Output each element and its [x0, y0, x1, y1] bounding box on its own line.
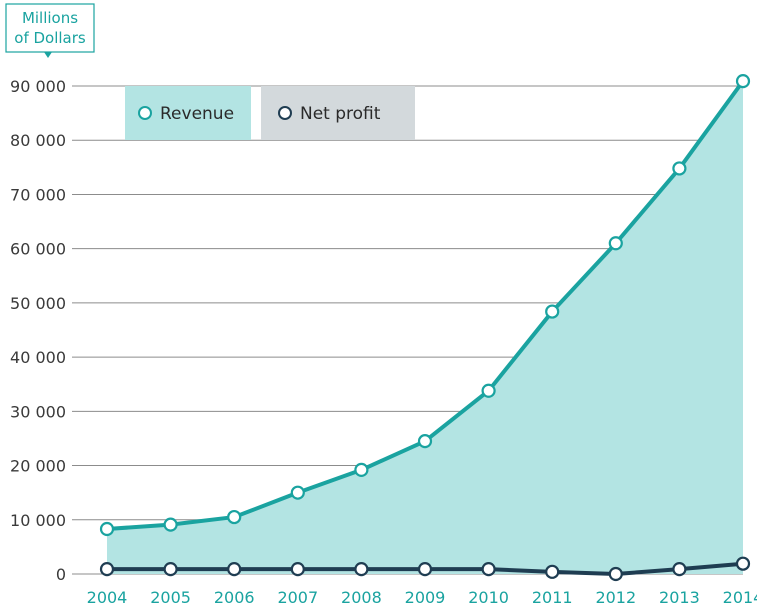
revenue-area-fill [107, 81, 743, 575]
net-profit-point [354, 562, 369, 577]
x-tick-label: 2010 [468, 588, 509, 605]
net-profit-point [672, 562, 687, 577]
legend-net-profit-label: Net profit [300, 104, 381, 124]
y-tick-label: 70 000 [10, 185, 66, 204]
unit-label-line-1: Millions [22, 9, 78, 27]
y-tick-label: 80 000 [10, 131, 66, 150]
net-profit-point [481, 562, 496, 577]
net-profit-point [99, 562, 115, 577]
revenue-point [227, 509, 242, 525]
revenue-point [481, 383, 496, 398]
revenue-point [672, 161, 687, 176]
y-tick-label: 30 000 [10, 402, 66, 421]
x-tick-label: 2009 [405, 588, 446, 605]
y-tick-label: 40 000 [10, 348, 66, 367]
legend-item-revenue: Revenue [125, 86, 251, 140]
unit-callout: Millions of Dollars [5, 3, 95, 58]
net-profit-point [545, 564, 560, 579]
revenue-point [545, 304, 560, 319]
revenue-point [163, 517, 178, 532]
y-tick-label: 0 [56, 565, 66, 584]
x-tick-label: 2011 [532, 588, 573, 605]
x-tick-label: 2012 [595, 588, 636, 605]
net-profit-point [735, 556, 751, 571]
net-profit-point [417, 562, 433, 577]
x-tick-label: 2005 [150, 588, 191, 605]
y-tick-label: 60 000 [10, 240, 66, 259]
revenue-point [354, 462, 369, 477]
revenue-point [290, 485, 305, 500]
legend-item-net-profit: Net profit [261, 86, 415, 140]
x-tick-label: 2006 [214, 588, 255, 605]
series-points [99, 74, 751, 582]
legend: Revenue Net profit [125, 86, 415, 140]
net-profit-point [227, 562, 242, 577]
x-tick-labels: 2004 2005 2006 2007 2008 2009 2010 2011 2012 2013… [87, 588, 757, 605]
net-profit-point [290, 562, 305, 577]
y-tick-label: 10 000 [10, 511, 66, 530]
revenue-point [608, 236, 623, 251]
legend-net-profit-marker [278, 106, 292, 120]
legend-revenue-marker [138, 106, 152, 120]
x-tick-label: 2007 [277, 588, 318, 605]
y-tick-label: 20 000 [10, 457, 66, 476]
y-tick-label: 50 000 [10, 294, 66, 313]
legend-revenue-label: Revenue [160, 104, 234, 124]
x-tick-label: 2004 [87, 588, 128, 605]
revenue-point [735, 74, 751, 89]
x-tick-label: 2008 [341, 588, 382, 605]
y-tick-labels: 0 10 000 20 000 30 000 40 000 50 000 60 000 70 … [10, 77, 66, 584]
unit-label-line-2: of Dollars [14, 29, 86, 47]
revenue-point [99, 521, 115, 537]
net-profit-point [608, 566, 623, 582]
net-profit-point [163, 562, 178, 577]
x-tick-label: 2013 [659, 588, 700, 605]
x-tick-label: 2014 [723, 588, 757, 605]
revenue-point [417, 434, 433, 449]
y-tick-label: 90 000 [10, 77, 66, 96]
revenue-area [107, 81, 743, 575]
